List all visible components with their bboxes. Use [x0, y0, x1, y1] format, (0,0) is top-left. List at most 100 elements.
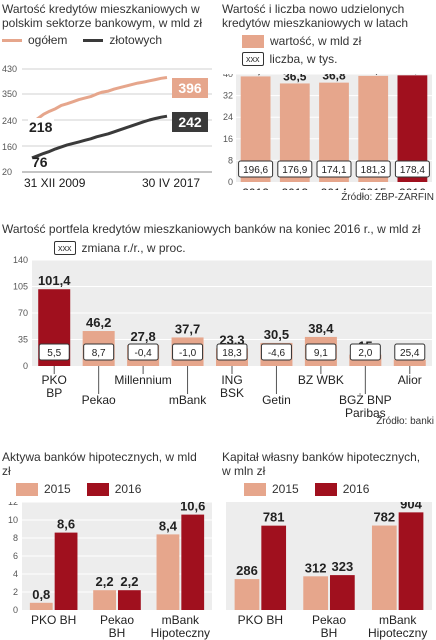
bar-value-label: 27,8	[130, 329, 155, 344]
change-label: -1,0	[179, 348, 197, 359]
bar-value-label: 39,5	[401, 74, 425, 75]
count-box	[355, 160, 391, 178]
category-label: BZ WBK	[298, 373, 344, 387]
y-tick-label: 0	[228, 177, 233, 187]
category-label: PKO BH	[238, 613, 283, 627]
line-series-ogółem	[31, 76, 168, 124]
loans-value-title: Wartość kredytów mieszkaniowych w polski…	[2, 2, 203, 30]
equity-legend: 2015 2016	[244, 482, 434, 496]
category-label: Hipoteczny	[151, 626, 210, 640]
category-label: mBank	[169, 393, 207, 407]
bar-value-label: 10,6	[180, 502, 205, 514]
change-box	[394, 343, 426, 361]
count-label: 176,9	[282, 165, 307, 176]
change-label: 9,1	[314, 348, 328, 359]
count-box	[394, 160, 430, 178]
end-total-label: 396	[178, 80, 202, 96]
change-box	[305, 343, 337, 361]
legend-count-box: xxx	[242, 52, 264, 66]
bar-2016-Pekao BH	[330, 575, 355, 610]
legend-value-label: wartość, w mld zł	[270, 34, 362, 48]
y-tick-label: 20	[2, 167, 12, 177]
bar-2016-PKO BH	[54, 532, 78, 610]
bar-2016-PKO BH	[261, 525, 287, 610]
y-tick-label: 240	[2, 116, 17, 126]
new-loans-legend-count: xxx liczba, w tys.	[242, 52, 434, 66]
bar-2015-PKO BH	[29, 602, 53, 610]
y-tick-label: 35	[18, 335, 28, 345]
category-label: BSK	[220, 386, 244, 400]
start-date-label: 31 XII 2009	[24, 176, 86, 190]
bar-value-label: 286	[236, 563, 258, 578]
bar-value-label: 2,2	[120, 574, 138, 589]
y-tick-label: 0	[13, 605, 18, 615]
bar-value-label: 323	[332, 559, 354, 574]
count-label: 174,1	[321, 165, 346, 176]
assets-legend-2015-swatch	[16, 482, 38, 496]
y-tick-label: 12	[8, 502, 18, 507]
category-label: ING	[221, 373, 242, 387]
category-label: BH	[109, 626, 126, 640]
change-box	[38, 343, 70, 361]
category-label: Alior	[398, 373, 422, 387]
line-series-group	[31, 76, 168, 160]
bar-2016-mBank Hipoteczny	[398, 512, 424, 610]
bar-value-label: 39,3	[362, 74, 386, 76]
start-total-label-bg	[28, 118, 54, 136]
new-loans-panel: Wartość i liczba nowo udzielonych kredyt…	[222, 2, 434, 207]
bar-value-label: 36,5	[283, 74, 307, 83]
bar-2015-mBank Hipoteczny	[371, 525, 397, 610]
x-tick-label: 2012	[242, 186, 269, 190]
change-box	[83, 343, 115, 361]
bar-2015-PKO BH	[234, 579, 260, 610]
portfolio-source: Źródło: banki	[376, 416, 434, 427]
y-tick-label: 70	[18, 308, 28, 318]
end-total-badge	[172, 78, 208, 98]
start-total-label: 218	[29, 119, 53, 135]
change-label: 2,0	[358, 348, 372, 359]
y-tick-label: 140	[13, 256, 28, 265]
x-tick-label: 2013	[281, 186, 308, 190]
start-pln-label: 76	[32, 154, 48, 170]
equity-legend-2016-label: 2016	[342, 482, 370, 496]
end-pln-badge	[172, 112, 208, 132]
portfolio-legend-label: zmiana r./r., w proc.	[81, 241, 186, 255]
x-tick-label: 2016	[399, 186, 426, 190]
change-label: -4,6	[268, 348, 286, 359]
category-label: PKO	[42, 373, 67, 387]
legend-pln-swatch	[83, 38, 104, 42]
bar-2016-mBank Hipoteczny	[181, 514, 205, 610]
bar-value-label: 101,4	[38, 273, 71, 288]
count-label: 196,6	[243, 165, 268, 176]
count-box	[316, 160, 352, 178]
loans-value-panel: Wartość kredytów mieszkaniowych w polski…	[2, 2, 214, 192]
loans-value-legend: ogółem złotowych	[2, 33, 214, 47]
bar-value-label: 30,5	[264, 327, 289, 342]
new-loans-bar-chart: 0 8 16 24 32 40 39,1 196,6 2012 36,5 176,9 2013 36,8…	[223, 74, 432, 190]
equity-legend-2015-label: 2015	[272, 482, 299, 496]
bar-value-label: 904	[400, 502, 422, 511]
y-tick-label: 16	[223, 134, 233, 144]
equity-title: Kapitał własny banków hipotecznych, w ml…	[222, 450, 421, 478]
category-label: mBank	[162, 613, 200, 627]
chart-background	[226, 502, 432, 610]
bar-value-label: 781	[263, 510, 285, 525]
change-box	[127, 343, 159, 361]
change-label: 18,3	[222, 348, 242, 359]
y-tick-label: 10	[8, 515, 18, 525]
line-series-złotowych	[31, 114, 168, 160]
assets-panel: Aktywa banków hipotecznych, w mld zł 201…	[2, 450, 214, 640]
new-loans-title: Wartość i liczba nowo udzielonych kredyt…	[222, 2, 409, 30]
x-tick-label: 2014	[321, 186, 348, 190]
y-tick-label: 430	[2, 64, 17, 74]
category-label: Pekao	[100, 613, 134, 627]
legend-total-label: ogółem	[28, 33, 68, 47]
category-label: BP	[46, 386, 62, 400]
loans-value-line-chart: 430 350 240 160 20 218 76 396 242	[2, 64, 212, 177]
change-label: 25,4	[400, 348, 420, 359]
category-label: BGŻ BNP	[339, 393, 392, 407]
category-label: Millennium	[114, 373, 171, 387]
assets-title: Aktywa banków hipotecznych, w mld zł	[2, 450, 197, 478]
assets-legend: 2015 2016	[16, 482, 214, 496]
